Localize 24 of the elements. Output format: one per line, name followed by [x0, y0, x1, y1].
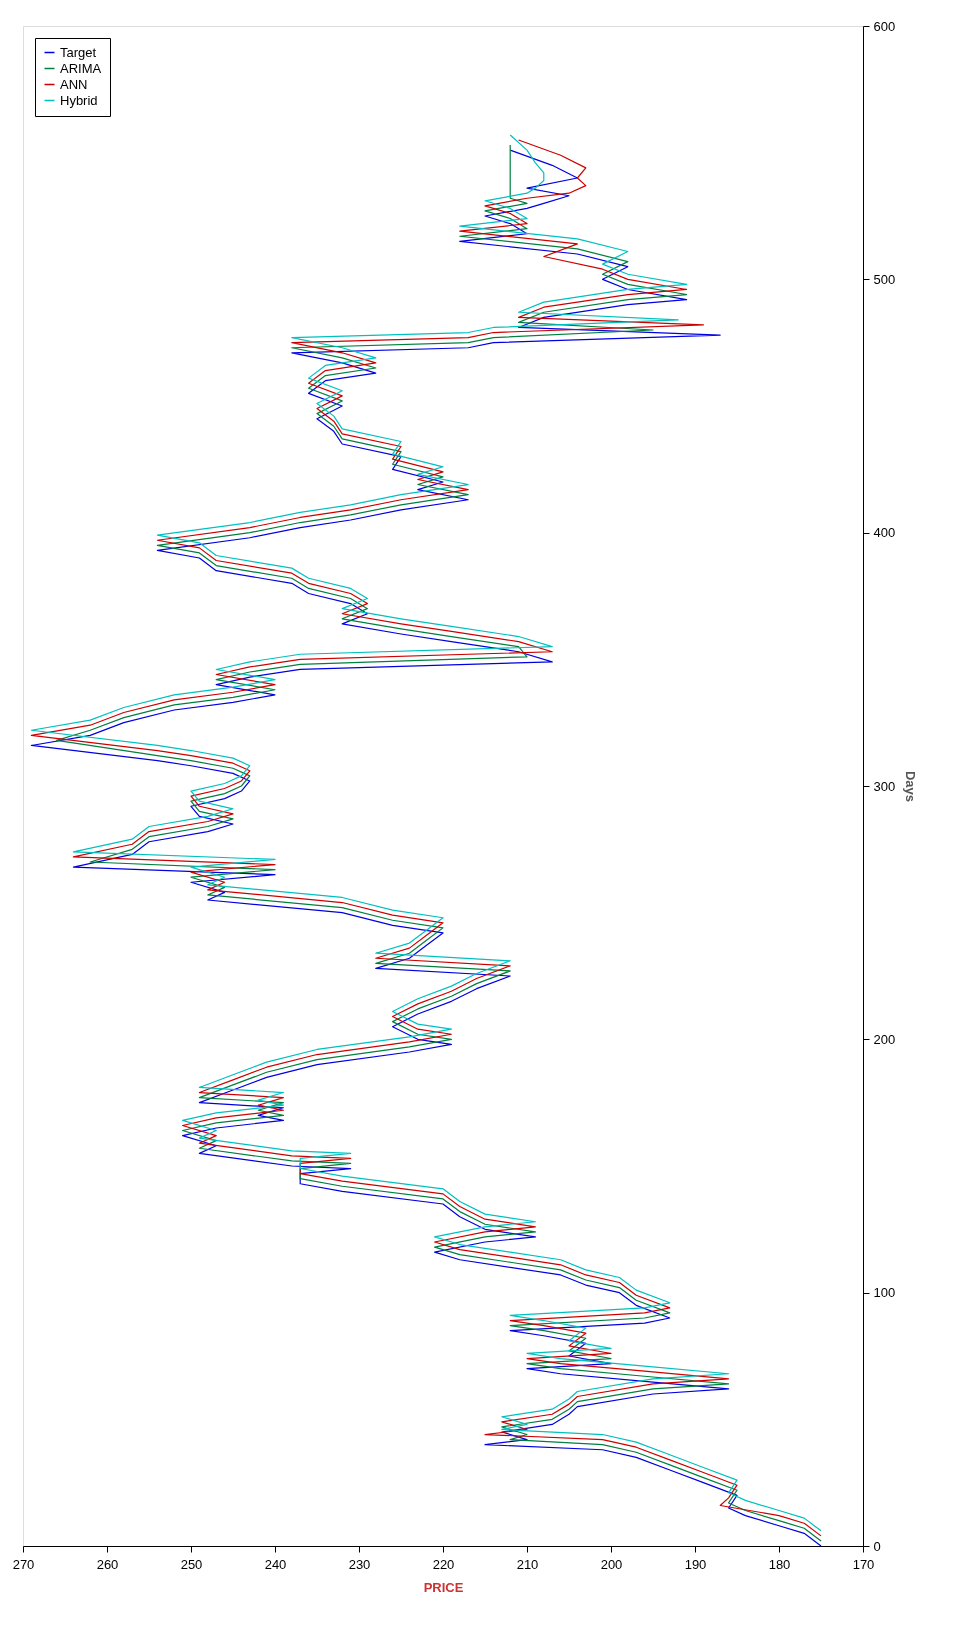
x-tick-label: 240 — [264, 1556, 287, 1572]
legend-label: Hybrid — [60, 92, 98, 108]
legend-label: ARIMA — [60, 60, 102, 76]
x-tick-label: 270 — [12, 1556, 35, 1572]
y-tick-label: 500 — [873, 271, 896, 287]
legend-label: Target — [60, 44, 97, 60]
legend-label: ANN — [60, 76, 88, 92]
y-tick-label: 600 — [873, 18, 896, 34]
x-axis-title: PRICE — [423, 1579, 464, 1595]
x-tick-label: 210 — [516, 1556, 539, 1572]
y-axis-title: Days — [903, 770, 919, 803]
x-tick-label: 200 — [600, 1556, 623, 1572]
y-tick-label: 300 — [873, 778, 896, 794]
x-tick-label: 220 — [432, 1556, 455, 1572]
x-tick-label: 230 — [348, 1556, 371, 1572]
x-tick-label: 170 — [852, 1556, 875, 1572]
y-tick-label: 400 — [873, 525, 896, 541]
x-tick-label: 250 — [180, 1556, 203, 1572]
y-tick-label: 200 — [873, 1031, 896, 1047]
x-tick-label: 180 — [768, 1556, 791, 1572]
y-tick-label: 100 — [873, 1285, 896, 1301]
y-tick-label: 0 — [873, 1538, 881, 1554]
x-tick-label: 190 — [684, 1556, 707, 1572]
x-tick-label: 260 — [96, 1556, 119, 1572]
